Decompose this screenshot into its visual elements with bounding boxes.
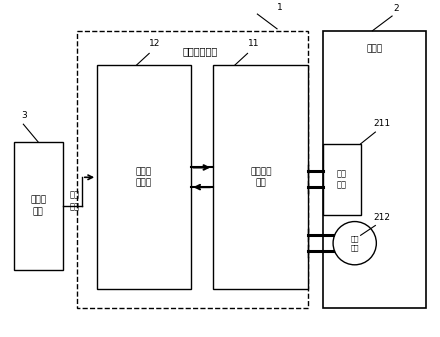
Text: 3: 3	[22, 111, 27, 120]
Bar	[14, 142, 62, 270]
Text: 2: 2	[393, 4, 399, 13]
Text: 12: 12	[149, 39, 161, 49]
Text: 212: 212	[374, 213, 390, 221]
Text: 待检测
电路: 待检测 电路	[30, 195, 46, 216]
Text: 示波器的探头: 示波器的探头	[183, 47, 218, 56]
Text: 信号
接口: 信号 接口	[351, 236, 359, 250]
Bar	[323, 144, 361, 215]
Bar	[323, 31, 426, 308]
Text: 11: 11	[248, 39, 259, 49]
Text: 探头接口
电路: 探头接口 电路	[250, 167, 271, 188]
Bar	[77, 31, 308, 308]
Text: 211: 211	[374, 119, 391, 128]
Text: 信号
输出: 信号 输出	[70, 190, 80, 211]
Text: 通信
接口: 通信 接口	[337, 169, 347, 190]
Text: 探头适
配电路: 探头适 配电路	[136, 167, 152, 188]
Circle shape	[333, 221, 376, 265]
Bar	[97, 65, 191, 289]
Bar	[213, 65, 308, 289]
Text: 示波器: 示波器	[367, 44, 383, 53]
Text: 1: 1	[277, 3, 283, 12]
